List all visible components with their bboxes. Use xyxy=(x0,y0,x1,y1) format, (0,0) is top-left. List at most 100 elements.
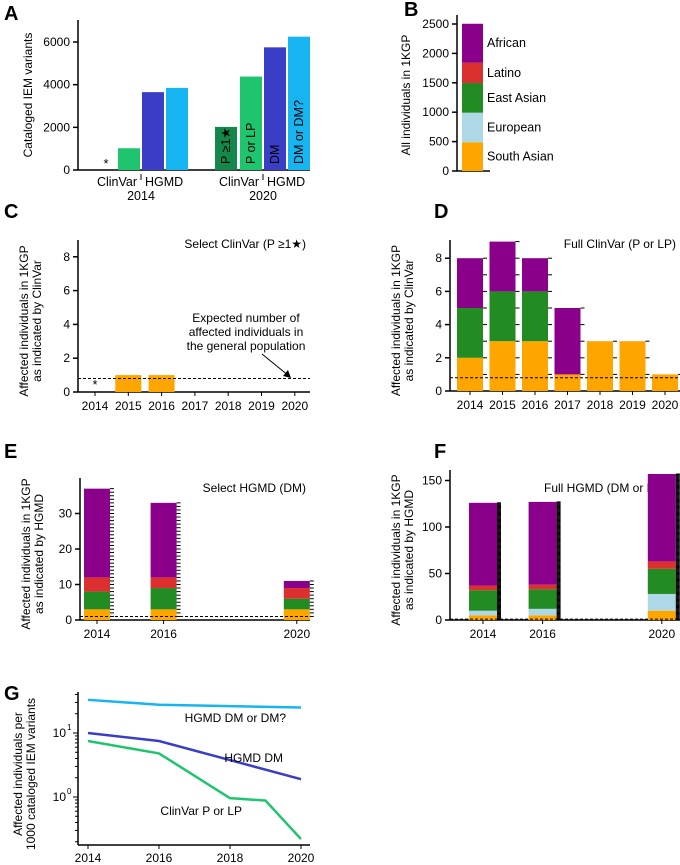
y-tick-label: 100 xyxy=(422,520,442,534)
x-tick-label: 2019 xyxy=(248,399,275,413)
x-year-label: 2014 xyxy=(127,189,155,203)
x-source-label: ClinVar xyxy=(97,175,137,189)
annotation-text: the general population xyxy=(187,339,306,353)
x-tick-label: 2020 xyxy=(281,399,308,413)
bar-segment-south-asian xyxy=(554,374,581,391)
bar-segment-african xyxy=(554,308,581,375)
y-tick-label: 0 xyxy=(435,613,442,627)
x-tick-label: 2014 xyxy=(84,627,111,641)
bar-inner-label: P ≥1★ xyxy=(219,127,233,164)
x-source-label: HGMD xyxy=(267,175,305,189)
bar-segment-latino xyxy=(283,588,310,599)
x-tick-label: 2014 xyxy=(75,851,102,865)
y-axis-label: as indicated by ClinVar xyxy=(30,260,44,382)
arrow-head-icon xyxy=(283,370,291,378)
panel-label-e: E xyxy=(4,441,17,463)
y-tick-label: 10 xyxy=(59,578,73,592)
y-tick-label: 4 xyxy=(63,317,70,331)
panel-title: Full ClinVar (P or LP) xyxy=(564,237,676,251)
bar-segment-african xyxy=(489,241,516,292)
bar-segment-latino xyxy=(469,585,497,591)
bar-hgmd-dm xyxy=(264,47,286,171)
y-axis-label: All individuals in 1KGP xyxy=(399,35,413,156)
bar-segment-east-asian xyxy=(489,291,516,342)
bar-segment-latino xyxy=(462,62,483,84)
bar-segment-east-asian xyxy=(522,291,548,342)
x-tick-label: 2018 xyxy=(217,851,244,865)
y-tick-label: 2 xyxy=(63,351,70,365)
bar-segment-south-asian xyxy=(619,341,646,391)
bar-segment-east-asian xyxy=(469,590,497,611)
bar-segment-african xyxy=(469,502,497,586)
panel-title: Full HGMD (DM or DM?) xyxy=(544,481,676,495)
y-tick-label: 50 xyxy=(429,567,443,581)
x-tick-label: 2016 xyxy=(529,627,556,641)
y-axis-label: as indicated by HGMD xyxy=(32,494,46,614)
y-tick-label: 10 xyxy=(53,790,67,804)
bar-inner-label: DM or DM? xyxy=(292,100,306,164)
y-axis-label: as indicated by HGMD xyxy=(402,490,416,610)
panel-label-c: C xyxy=(4,201,18,223)
y-axis-label: 1000 cataloged IEM variants xyxy=(24,698,38,850)
annotation-arrow xyxy=(261,353,290,377)
bar-segment-african xyxy=(528,501,557,585)
x-tick-label: 2020 xyxy=(288,851,315,865)
y-tick-label: 2500 xyxy=(422,17,449,31)
y-tick-label: 2000 xyxy=(43,120,70,134)
bar-segment-latino xyxy=(84,577,110,592)
bar-segment-south-asian xyxy=(647,610,676,620)
bar-segment-south-asian xyxy=(528,615,557,620)
annotation-text: Expected number of xyxy=(192,311,300,325)
bar-segment-east-asian xyxy=(528,589,557,609)
x-tick-label: 2020 xyxy=(283,627,310,641)
y-tick-label: 0 xyxy=(63,385,70,399)
bar-segment-south-asian xyxy=(84,609,110,620)
y-tick-exponent: 0 xyxy=(67,787,72,796)
y-tick-label: 6000 xyxy=(43,35,70,49)
legend-label: African xyxy=(487,36,526,50)
panel-title: Select HGMD (DM) xyxy=(203,481,306,495)
y-tick-label: 2000 xyxy=(422,46,449,60)
y-axis-label: Affected individuals in 1KGP xyxy=(19,478,33,629)
y-axis-label: Affected individuals in 1KGP xyxy=(389,474,403,625)
bar-segment-african xyxy=(84,488,110,578)
y-tick-label: 0 xyxy=(63,163,70,177)
bar-segment-east-asian xyxy=(150,588,177,610)
y-tick-label: 10 xyxy=(53,726,67,740)
x-tick-label: 2015 xyxy=(115,399,142,413)
bar-segment-east-asian xyxy=(84,591,110,610)
bar-segment-african xyxy=(647,473,676,562)
legend-label: Latino xyxy=(487,66,521,80)
bar-segment-south-asian xyxy=(462,142,483,171)
y-tick-label: 0 xyxy=(435,384,442,398)
bar-segment-east-asian xyxy=(457,308,483,358)
y-tick-label: 0 xyxy=(442,164,449,178)
y-tick-label: 8 xyxy=(435,251,442,265)
annotation-text: affected individuals in xyxy=(189,325,304,339)
bar-segment-african xyxy=(457,258,483,308)
bar-segment-south-asian xyxy=(587,341,613,391)
series-label: ClinVar P or LP xyxy=(160,804,242,818)
zero-value-marker: * xyxy=(92,377,97,392)
bar-segment-south-asian xyxy=(522,341,548,391)
panel-label-g: G xyxy=(4,683,20,705)
y-tick-label: 6 xyxy=(63,284,70,298)
line-clinvar-p-or-lp xyxy=(87,739,302,840)
y-axis-label: Affected individuals in 1KGP xyxy=(17,245,31,396)
y-axis-label: Affected individuals in 1KGP xyxy=(389,245,403,396)
bar-segment-latino xyxy=(647,561,676,569)
bar-segment-african xyxy=(283,580,310,589)
x-tick-label: 2016 xyxy=(522,398,549,412)
bar-hgmd-dm-or-dm- xyxy=(166,87,188,170)
x-tick-label: 2019 xyxy=(619,398,646,412)
panel-label-d: D xyxy=(434,201,448,223)
panel-label-b: B xyxy=(404,0,418,21)
x-tick-label: 2014 xyxy=(457,398,484,412)
bar-segment-european xyxy=(647,593,676,611)
bar-inner-label: DM xyxy=(268,145,282,164)
bar-segment-south-asian xyxy=(489,341,516,391)
bar-segment-african xyxy=(522,258,548,292)
x-year-label: 2020 xyxy=(249,189,277,203)
x-source-label: ClinVar xyxy=(219,175,259,189)
